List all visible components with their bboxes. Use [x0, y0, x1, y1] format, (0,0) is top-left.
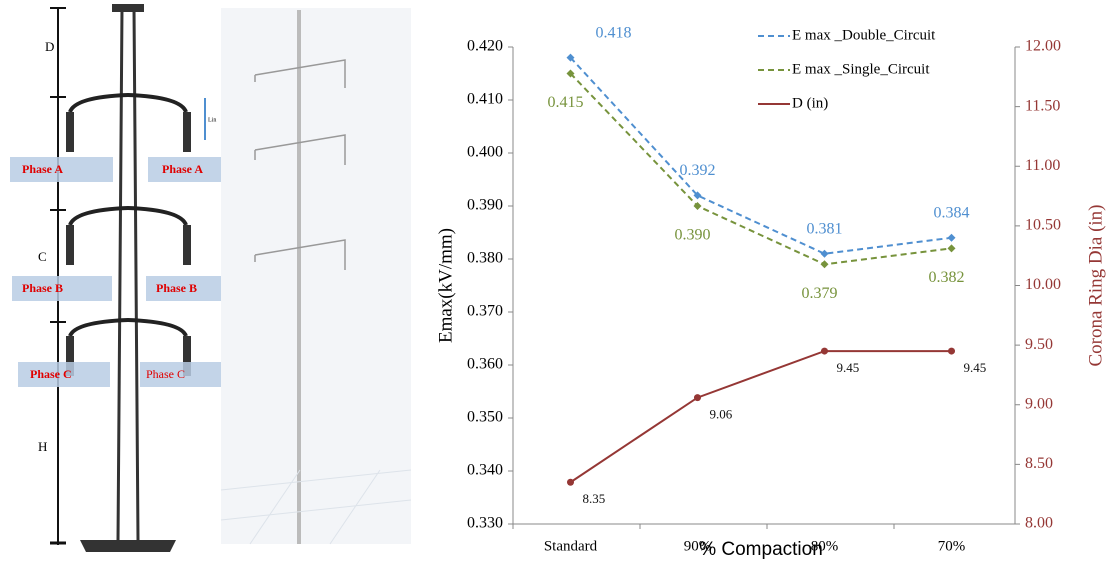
dimension-label: C [38, 249, 47, 264]
data-label: 0.381 [807, 220, 843, 237]
tower-diagram: D Lin Phase A Phase A C Phase B Phase B … [0, 0, 240, 576]
dimension-label: Lin [208, 117, 216, 123]
y2-tick-label: 10.50 [1025, 217, 1061, 234]
y2-tick-label: 11.50 [1025, 97, 1060, 114]
y-tick-label: 0.420 [467, 38, 503, 55]
y-tick-label: 0.330 [467, 515, 503, 532]
data-label: 8.35 [583, 491, 606, 506]
x-axis-title: % Compaction [699, 539, 823, 560]
data-label: 0.379 [802, 285, 838, 302]
y2-tick-label: 8.00 [1025, 515, 1053, 532]
y-tick-label: 0.340 [467, 462, 503, 479]
y2-tick-label: 12.00 [1025, 38, 1061, 55]
series-line [571, 351, 952, 482]
point [948, 348, 955, 355]
point [821, 260, 829, 268]
data-label: 0.384 [934, 204, 970, 221]
phase-label: Phase C [30, 367, 72, 381]
y-axis-title: Emax(kV/mm) [435, 228, 456, 343]
y2-tick-label: 10.00 [1025, 276, 1061, 293]
y2-axis-title: Corona Ring Dia (in) [1085, 204, 1106, 366]
data-label: 9.45 [837, 360, 860, 375]
phase-label: Phase C [146, 367, 185, 381]
x-tick-label: 70% [938, 538, 966, 554]
phase-label: Phase A [22, 162, 63, 176]
phase-label: Phase B [156, 281, 197, 295]
legend-label: D (in) [792, 95, 828, 111]
data-label: 0.392 [680, 162, 716, 179]
legend-label: E max _Single_Circuit [792, 61, 930, 77]
point [821, 250, 829, 258]
y2-tick-label: 8.50 [1025, 455, 1053, 472]
data-label: 0.415 [548, 94, 584, 111]
y-tick-label: 0.350 [467, 409, 503, 426]
y-tick-label: 0.370 [467, 303, 503, 320]
x-tick-label: Standard [544, 538, 598, 554]
y-tick-label: 0.410 [467, 91, 503, 108]
point [694, 394, 701, 401]
point [948, 244, 956, 252]
figure: D Lin Phase A Phase A C Phase B Phase B … [0, 0, 1115, 576]
dimension-label: D [45, 39, 54, 54]
tower-render [221, 8, 411, 544]
y-tick-label: 0.360 [467, 356, 503, 373]
phase-label: Phase B [22, 281, 63, 295]
series-line [571, 74, 952, 265]
point [567, 479, 574, 486]
y-tick-label: 0.400 [467, 144, 503, 161]
point [821, 348, 828, 355]
y-tick-label: 0.380 [467, 250, 503, 267]
data-label: 9.45 [964, 360, 987, 375]
y-tick-label: 0.390 [467, 197, 503, 214]
dimension-label: H [38, 439, 47, 454]
phase-label: Phase A [162, 162, 203, 176]
data-label: 0.390 [675, 227, 711, 244]
data-label: 0.418 [596, 24, 632, 41]
y2-tick-label: 9.50 [1025, 336, 1053, 353]
data-label: 0.382 [929, 269, 965, 286]
point [948, 234, 956, 242]
point [694, 202, 702, 210]
y2-tick-label: 9.00 [1025, 395, 1053, 412]
data-label: 9.06 [710, 407, 733, 422]
y2-tick-label: 11.00 [1025, 157, 1060, 174]
series-line [571, 58, 952, 254]
legend-label: E max _Double_Circuit [792, 27, 936, 43]
